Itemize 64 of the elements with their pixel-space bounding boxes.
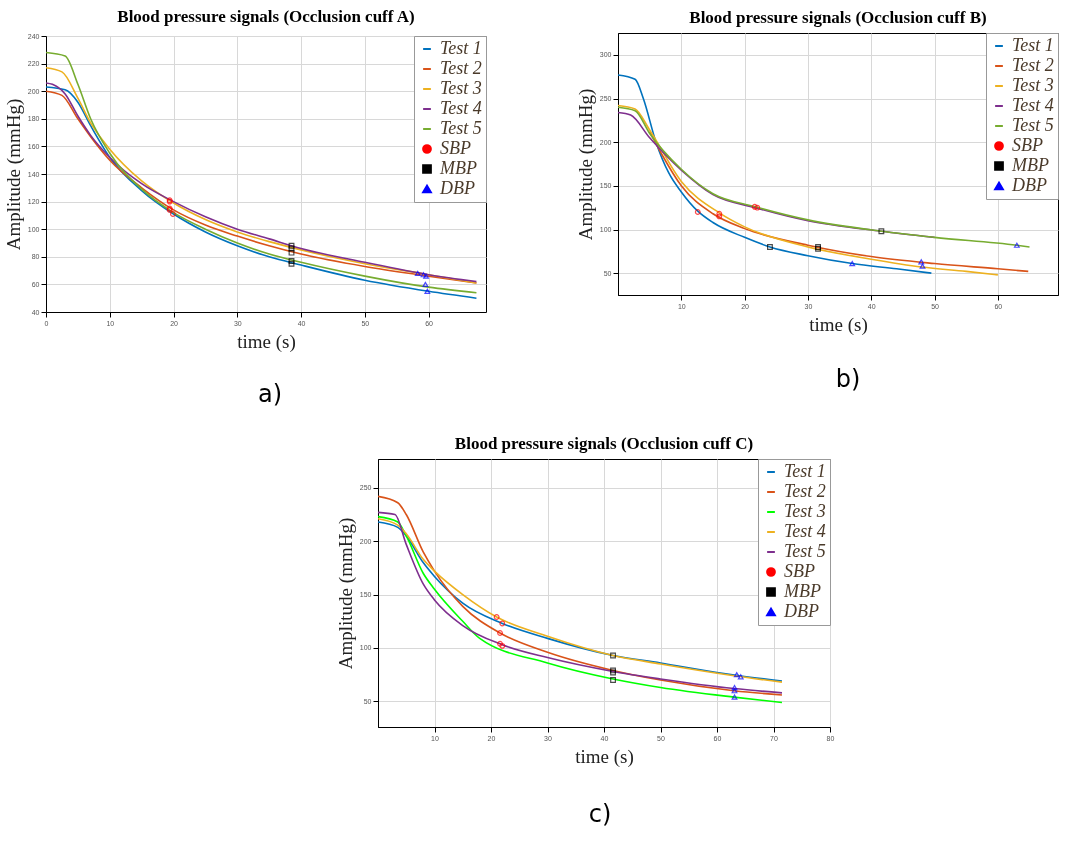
legend-label: Test 3 [440,78,482,98]
x-axis-title: time (s) [809,313,868,336]
legend-label: DBP [439,178,475,198]
point [288,245,295,252]
point [288,249,295,256]
point [919,263,926,269]
chart-title: Blood pressure signals (Occlusion cuff A) [117,7,415,26]
chart-title: Blood pressure signals (Occlusion cuff C) [454,433,754,453]
legend-label: SBP [1012,135,1043,155]
text: b) [834,365,862,393]
y-axis-title: Amplitude (mmHg) [334,517,357,670]
line-series [618,74,933,274]
point [751,203,758,210]
legend-label: Test 2 [784,481,826,501]
legend-label: MBP [1011,155,1049,175]
point [288,260,295,267]
point [716,213,723,220]
legend-label: Test 5 [1012,115,1054,135]
chart-title: Blood pressure signals (Occlusion cuff B) [689,7,987,27]
legend-label: Test 3 [784,501,826,521]
point [414,270,421,276]
legend-label: MBP [439,158,477,178]
point [610,652,616,659]
legend-label: DBP [783,601,819,621]
point [288,258,295,264]
point [731,694,738,700]
point [849,260,856,267]
legend-label: SBP [440,138,471,158]
legend-label: Test 1 [1012,35,1054,55]
legend-label: DBP [1011,175,1047,195]
point [493,614,500,620]
legend-label: Test 2 [1012,55,1054,75]
point [716,210,723,217]
point [424,288,431,294]
legend-label: Test 1 [784,461,826,481]
legend-label: Test 1 [440,38,482,58]
point [422,281,429,288]
legend-label: MBP [783,581,821,601]
point [694,209,701,215]
legend-label: Test 2 [440,58,482,78]
point [499,620,506,627]
point [767,244,773,250]
legend-label: Test 3 [1012,75,1054,95]
point [610,677,616,683]
legend-label: Test 4 [440,98,482,118]
point [754,204,761,211]
line-series [618,104,999,276]
point [878,228,885,235]
legend-label: Test 4 [1012,95,1054,115]
point [288,242,295,249]
legend-label: Test 5 [440,118,482,138]
point [497,630,503,636]
x-axis-title: time (s) [237,330,296,353]
legend-label: Test 5 [784,541,826,561]
point [1013,242,1020,248]
legend-label: SBP [784,561,815,581]
x-axis-title: time (s) [575,745,634,768]
text: a) [256,380,284,408]
point [731,688,738,694]
y-axis-title: Amplitude (mmHg) [574,88,597,241]
text: c) [587,800,613,828]
y-axis-title: Amplitude (mmHg) [2,98,25,251]
point [169,211,176,217]
legend-label: Test 4 [784,521,826,541]
